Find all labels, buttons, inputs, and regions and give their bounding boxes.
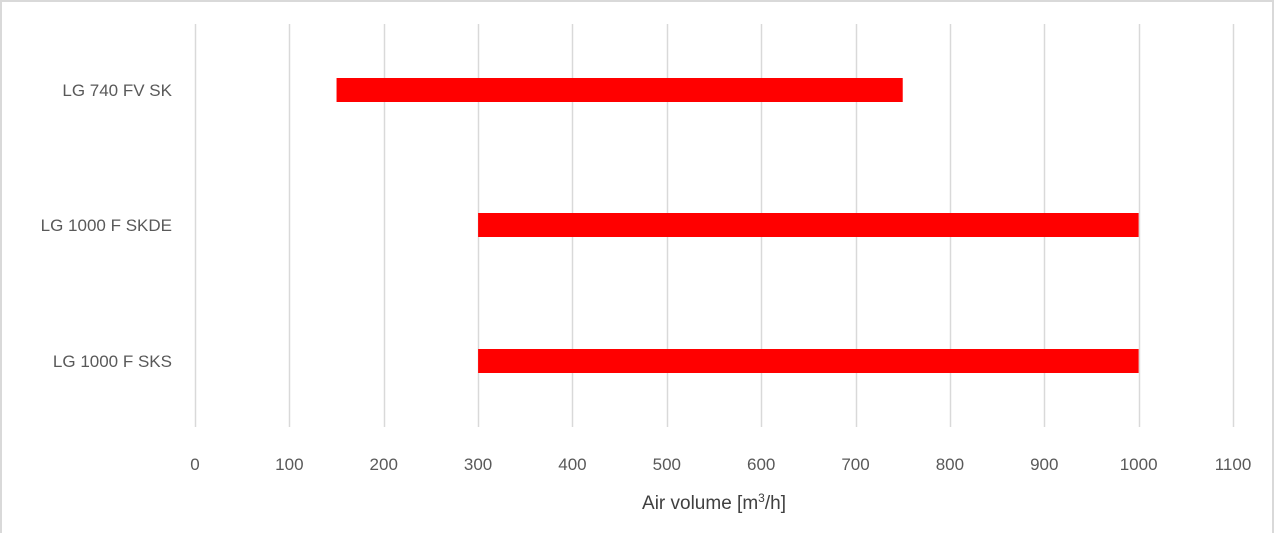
x-axis-title-suffix: /h] <box>765 493 786 514</box>
x-tick-label: 1000 <box>1120 455 1158 474</box>
x-tick-label: 900 <box>1030 455 1058 474</box>
category-label: LG 1000 F SKS <box>53 352 172 371</box>
x-tick-label: 0 <box>190 455 199 474</box>
x-axis-title-prefix: Air volume [m <box>642 493 758 514</box>
range-bar <box>478 213 1139 237</box>
x-tick-label: 200 <box>370 455 398 474</box>
x-tick-label: 100 <box>275 455 303 474</box>
x-axis-title-superscript: 3 <box>758 491 765 505</box>
x-axis-title: Air volume [m3/h] <box>642 491 786 514</box>
category-label: LG 1000 F SKDE <box>41 216 172 235</box>
x-tick-label: 500 <box>653 455 681 474</box>
category-label: LG 740 FV SK <box>62 81 172 100</box>
x-tick-label: 800 <box>936 455 964 474</box>
x-tick-label: 600 <box>747 455 775 474</box>
x-tick-label: 700 <box>841 455 869 474</box>
x-tick-label: 400 <box>558 455 586 474</box>
bars <box>336 78 1139 373</box>
x-tick-labels: 0 100 200 300 400 500 600 700 800 900 1000 1100 <box>190 455 1251 474</box>
x-tick-label: 1100 <box>1215 455 1252 474</box>
range-bar <box>478 349 1139 373</box>
range-bar <box>336 78 903 102</box>
category-labels: LG 740 FV SK LG 1000 F SKDE LG 1000 F SKS <box>41 81 173 371</box>
x-tick-label: 300 <box>464 455 492 474</box>
